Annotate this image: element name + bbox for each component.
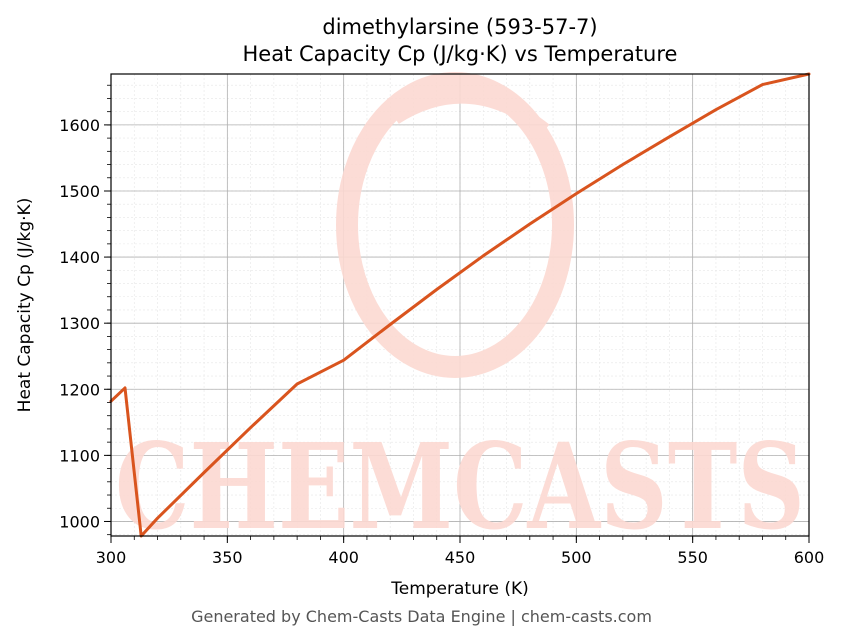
y-tick-label: 1600: [59, 116, 100, 135]
watermark-swirl-stroke: [391, 89, 550, 136]
x-tick-label: 600: [794, 548, 825, 567]
series-layer: [109, 72, 811, 538]
watermark-swirl: [336, 72, 574, 378]
y-axis: 1000 1100 1200 1300 1400 1500 1600: [59, 84, 111, 536]
x-tick-label: 500: [561, 548, 592, 567]
footer-credit: Generated by Chem-Casts Data Engine | ch…: [191, 607, 652, 626]
y-tick-label: 1300: [59, 314, 100, 333]
y-tick-label: 1500: [59, 182, 100, 201]
plot-area: CHEMCASTS: [109, 72, 811, 556]
y-tick-label: 1400: [59, 248, 100, 267]
x-axis: 300 350 400 450 500 550 600: [96, 536, 825, 567]
x-tick-label: 350: [212, 548, 243, 567]
x-tick-label: 400: [328, 548, 359, 567]
watermark-logo: CHEMCASTS: [115, 72, 805, 556]
x-axis-label: Temperature (K): [390, 579, 529, 599]
y-tick-label: 1100: [59, 446, 100, 465]
chart-subtitle: Heat Capacity Cp (J/kg·K) vs Temperature: [243, 42, 678, 66]
x-tick-label: 550: [677, 548, 708, 567]
x-tick-label: 300: [96, 548, 127, 567]
x-tick-label: 450: [445, 548, 476, 567]
series-line-0: [109, 72, 811, 538]
y-axis-label: Heat Capacity Cp (J/kg·K): [15, 198, 35, 413]
chart-title: dimethylarsine (593-57-7): [322, 15, 597, 39]
y-tick-label: 1200: [59, 380, 100, 399]
y-tick-label: 1000: [59, 512, 100, 531]
watermark-text: CHEMCASTS: [115, 417, 805, 556]
